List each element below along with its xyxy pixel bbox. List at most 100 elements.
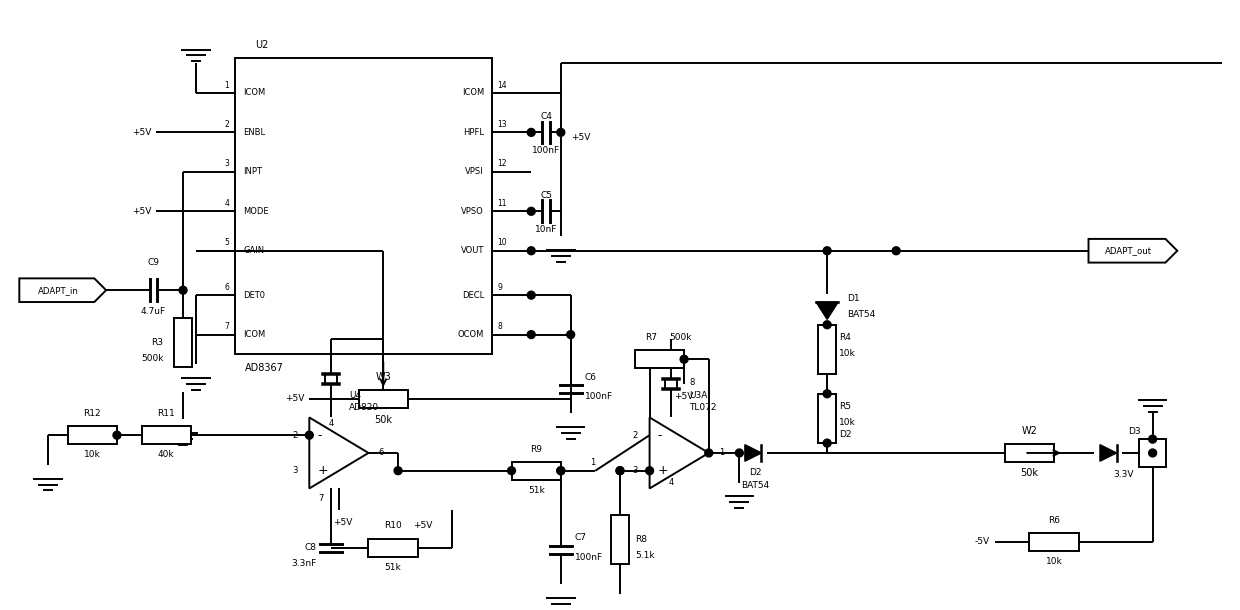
Text: 51k: 51k (384, 563, 402, 572)
Text: C8: C8 (304, 543, 316, 552)
Text: 500k: 500k (141, 354, 164, 363)
Text: 10: 10 (497, 239, 507, 248)
Bar (611, 515, 629, 564)
Text: BAT54: BAT54 (742, 481, 769, 490)
Text: INPT: INPT (243, 167, 262, 176)
Text: 51k: 51k (528, 486, 544, 495)
Circle shape (567, 331, 574, 339)
Text: +5V: +5V (133, 207, 151, 216)
Text: R12: R12 (83, 409, 102, 418)
Bar (635, 350, 684, 368)
Text: 10k: 10k (1045, 557, 1063, 566)
Circle shape (681, 355, 688, 363)
Circle shape (823, 439, 831, 447)
Text: 11: 11 (497, 199, 507, 208)
Text: MODE: MODE (243, 207, 269, 216)
Text: R10: R10 (384, 522, 402, 531)
Text: 5.1k: 5.1k (635, 551, 655, 560)
Bar (1029, 533, 1079, 551)
Text: D3: D3 (1128, 427, 1141, 436)
Text: 6: 6 (378, 448, 383, 458)
Text: 3.3V: 3.3V (1112, 470, 1133, 479)
Text: OCOM: OCOM (458, 330, 484, 339)
Text: 3.3nF: 3.3nF (291, 559, 316, 568)
Text: 7: 7 (319, 494, 324, 503)
Text: 1: 1 (719, 448, 724, 458)
Circle shape (646, 467, 653, 475)
Circle shape (527, 129, 536, 137)
Circle shape (735, 449, 743, 457)
Text: 4.7uF: 4.7uF (141, 307, 166, 317)
Text: AD820: AD820 (348, 403, 379, 412)
Circle shape (527, 207, 536, 215)
Text: +5V: +5V (285, 394, 304, 403)
Text: 14: 14 (497, 81, 507, 90)
Text: +5V: +5V (133, 128, 151, 137)
Text: ADAPT_out: ADAPT_out (1105, 246, 1152, 255)
Bar (1004, 444, 1054, 462)
Text: VPSO: VPSO (461, 207, 484, 216)
Text: 4: 4 (668, 478, 673, 487)
Text: +: + (317, 464, 327, 477)
Text: 500k: 500k (670, 333, 692, 342)
Circle shape (527, 331, 536, 339)
Text: HPFL: HPFL (463, 128, 484, 137)
Circle shape (507, 467, 516, 475)
Bar (236, 59, 492, 354)
Text: R5: R5 (839, 402, 851, 411)
Circle shape (557, 129, 564, 137)
Text: 4: 4 (329, 419, 334, 428)
Text: +5V: +5V (675, 392, 694, 401)
Text: R7: R7 (645, 333, 657, 342)
Circle shape (1148, 449, 1157, 457)
Text: 10k: 10k (84, 450, 100, 459)
Text: C5: C5 (541, 191, 552, 200)
Text: R6: R6 (1048, 515, 1060, 525)
Text: ADAPT_in: ADAPT_in (38, 285, 79, 295)
Text: R11: R11 (157, 409, 175, 418)
Text: ENBL: ENBL (243, 128, 265, 137)
Text: 100nF: 100nF (532, 146, 560, 155)
Text: 10k: 10k (839, 418, 856, 427)
Text: +5V: +5V (413, 522, 433, 531)
Text: VPSI: VPSI (465, 167, 484, 176)
Text: 100nF: 100nF (574, 553, 603, 562)
Text: R9: R9 (531, 445, 542, 453)
Text: 8: 8 (689, 378, 694, 387)
Text: 2: 2 (224, 120, 229, 129)
Text: VOUT: VOUT (460, 246, 484, 255)
Text: 12: 12 (497, 159, 507, 168)
Text: D2: D2 (749, 468, 761, 477)
Text: R3: R3 (151, 338, 164, 347)
Circle shape (557, 467, 564, 475)
Circle shape (616, 467, 624, 475)
Text: 50k: 50k (374, 415, 392, 425)
Text: 6: 6 (224, 283, 229, 292)
Circle shape (823, 321, 831, 329)
Circle shape (179, 286, 187, 294)
Text: R4: R4 (839, 333, 851, 342)
Text: W2: W2 (1022, 426, 1038, 436)
Circle shape (823, 390, 831, 398)
Circle shape (823, 247, 831, 255)
Text: 40k: 40k (157, 450, 175, 459)
Circle shape (305, 431, 314, 439)
Text: D1: D1 (847, 293, 859, 303)
Text: 10nF: 10nF (534, 224, 557, 234)
Circle shape (893, 247, 900, 255)
Text: C4: C4 (541, 112, 552, 121)
Text: -5V: -5V (975, 537, 990, 546)
Text: GAIN: GAIN (243, 246, 264, 255)
Bar (358, 390, 408, 407)
Text: +: + (657, 464, 668, 477)
Bar (141, 426, 191, 444)
Polygon shape (1100, 445, 1116, 461)
Text: 100nF: 100nF (584, 392, 613, 401)
Bar (818, 394, 836, 443)
Circle shape (527, 291, 536, 299)
Polygon shape (650, 417, 709, 489)
Text: +5V: +5V (334, 518, 352, 528)
Text: 7: 7 (224, 322, 229, 331)
Text: 4: 4 (224, 199, 229, 208)
Text: 3: 3 (293, 466, 298, 475)
